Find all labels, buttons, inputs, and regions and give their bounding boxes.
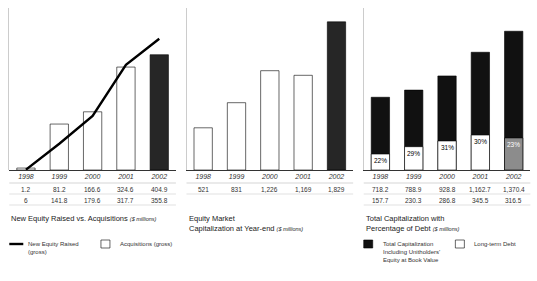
- svg-text:345.5: 345.5: [472, 197, 489, 204]
- svg-text:141.8: 141.8: [51, 197, 68, 204]
- svg-text:286.8: 286.8: [439, 197, 456, 204]
- svg-text:6: 6: [24, 197, 28, 204]
- svg-text:1,169: 1,169: [295, 186, 312, 193]
- svg-text:1998: 1998: [373, 173, 389, 180]
- svg-text:2002: 2002: [505, 173, 522, 180]
- svg-text:1,370.4: 1,370.4: [503, 186, 525, 193]
- svg-text:1999: 1999: [406, 173, 422, 180]
- svg-text:718.2: 718.2: [372, 186, 389, 193]
- svg-text:Long-term Debt: Long-term Debt: [474, 241, 516, 247]
- svg-text:928.8: 928.8: [439, 186, 456, 193]
- svg-text:157.7: 157.7: [372, 197, 389, 204]
- svg-text:1999: 1999: [51, 173, 67, 180]
- svg-text:2000: 2000: [261, 173, 278, 180]
- svg-text:2000: 2000: [84, 173, 101, 180]
- svg-text:30%: 30%: [474, 138, 487, 145]
- svg-text:New Equity Raised vs. Acquisit: New Equity Raised vs. Acquisitions ($ mi…: [11, 214, 157, 223]
- svg-text:29%: 29%: [407, 150, 420, 157]
- svg-text:179.6: 179.6: [84, 197, 101, 204]
- svg-text:355.8: 355.8: [151, 197, 168, 204]
- svg-text:2002: 2002: [150, 173, 167, 180]
- svg-text:Acquisitions (gross): Acquisitions (gross): [120, 241, 172, 247]
- svg-text:831: 831: [231, 186, 242, 193]
- svg-text:Equity MarketCapitalization at: Equity MarketCapitalization at Year-end …: [189, 214, 303, 233]
- svg-text:521: 521: [198, 186, 209, 193]
- svg-text:1998: 1998: [18, 173, 34, 180]
- svg-text:1999: 1999: [229, 173, 245, 180]
- svg-text:1.2: 1.2: [21, 186, 30, 193]
- svg-text:317.7: 317.7: [117, 197, 134, 204]
- svg-text:2001: 2001: [294, 173, 311, 180]
- svg-text:1998: 1998: [195, 173, 211, 180]
- svg-text:1,162.7: 1,162.7: [469, 186, 491, 193]
- svg-text:166.6: 166.6: [84, 186, 101, 193]
- svg-text:22%: 22%: [374, 157, 387, 164]
- svg-text:Total CapitalizationIncluding: Total CapitalizationIncluding Unitholder…: [383, 241, 440, 263]
- svg-text:788.9: 788.9: [405, 186, 422, 193]
- svg-text:230.3: 230.3: [405, 197, 422, 204]
- svg-text:1,226: 1,226: [261, 186, 278, 193]
- svg-text:324.6: 324.6: [117, 186, 134, 193]
- svg-text:81.2: 81.2: [53, 186, 66, 193]
- svg-text:2002: 2002: [328, 173, 345, 180]
- svg-text:2001: 2001: [472, 173, 489, 180]
- svg-text:1,829: 1,829: [328, 186, 345, 193]
- svg-text:23%: 23%: [507, 141, 520, 148]
- svg-text:316.5: 316.5: [505, 197, 522, 204]
- svg-text:2001: 2001: [117, 173, 134, 180]
- svg-text:Total Capitalization withPerce: Total Capitalization withPercentage of D…: [366, 214, 459, 233]
- svg-text:New Equity Raised(gross): New Equity Raised(gross): [28, 241, 79, 255]
- svg-text:31%: 31%: [441, 144, 454, 151]
- svg-text:404.9: 404.9: [151, 186, 168, 193]
- svg-text:2000: 2000: [438, 173, 455, 180]
